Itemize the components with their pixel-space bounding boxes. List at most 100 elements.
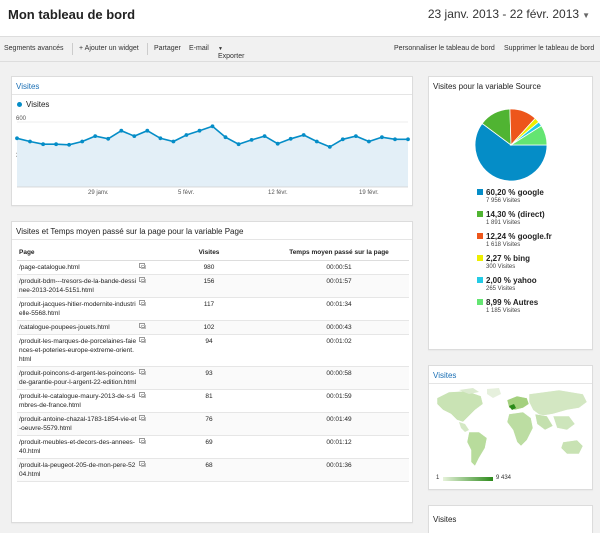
data-point[interactable]	[301, 133, 306, 137]
source-percent-label: 60,20 % google	[486, 188, 544, 197]
page-link[interactable]: /catalogue-poupees-jouets.html	[19, 323, 110, 331]
pie-slice-google[interactable]	[474, 122, 548, 182]
page-link[interactable]: /produit-jacques-hitier-modernite-indust…	[19, 300, 136, 317]
widget-title[interactable]: Visites	[16, 82, 40, 91]
table-row[interactable]: /produit-les-marques-de-porcelaines-faie…	[17, 334, 409, 367]
data-point[interactable]	[158, 136, 163, 141]
data-point[interactable]	[275, 141, 280, 146]
page-cell: /produit-jacques-hitier-modernite-indust…	[17, 297, 149, 321]
data-point[interactable]	[119, 128, 124, 133]
data-point[interactable]	[262, 134, 267, 138]
advanced-segments-button[interactable]: Segments avancés	[4, 45, 64, 52]
table-row[interactable]: /produit-le-catalogue-maury-2013-de-s-ti…	[17, 389, 409, 413]
table-row[interactable]: /produit-la-peugeot-205-de-mon-pere-5204…	[17, 458, 409, 482]
toolbar-divider	[72, 43, 73, 55]
legend-swatch	[477, 277, 483, 283]
table-row[interactable]: /produit-poincons-d-argent-les-poincons-…	[17, 366, 409, 390]
table-row[interactable]: /catalogue-poupees-jouets.html 102 00:00:4…	[17, 320, 409, 335]
external-link-icon[interactable]	[139, 276, 146, 283]
external-link-icon[interactable]	[139, 262, 146, 269]
data-point[interactable]	[236, 142, 241, 147]
external-link-icon[interactable]	[139, 437, 146, 444]
source-percent-label: 12,24 % google.fr	[486, 232, 552, 241]
page-cell: /produit-les-marques-de-porcelaines-faie…	[17, 334, 149, 367]
pie-slice-autres[interactable]	[509, 125, 548, 146]
page-link[interactable]: /page-catalogue.html	[19, 263, 80, 271]
page-link[interactable]: /produit-poincons-d-argent-les-poincons-…	[19, 369, 137, 386]
data-point[interactable]	[54, 142, 58, 147]
data-point[interactable]	[93, 134, 98, 138]
page-link[interactable]: /produit-les-marques-de-porcelaines-faie…	[19, 337, 137, 363]
world-map[interactable]	[429, 386, 592, 476]
add-widget-button[interactable]: + Ajouter un widget	[79, 45, 139, 52]
table-row[interactable]: /produit-meubles-et-decors-des-annees-40…	[17, 435, 409, 459]
data-point[interactable]	[327, 145, 332, 149]
external-link-icon[interactable]	[139, 336, 146, 343]
avg-time-cell: 00:01:49	[269, 412, 409, 436]
data-point[interactable]	[288, 136, 293, 141]
avg-time-cell: 00:01:57	[269, 274, 409, 298]
data-point[interactable]	[171, 139, 176, 144]
series-legend-label: Visites	[26, 100, 50, 109]
data-point[interactable]	[28, 139, 32, 144]
delete-dashboard-button[interactable]: Supprimer le tableau de bord	[504, 45, 595, 52]
data-point[interactable]	[80, 139, 85, 144]
external-link-icon[interactable]	[139, 460, 146, 467]
page-link[interactable]: /produit-bdm---tresors-de-la-bande-dessi…	[19, 277, 137, 294]
share-button[interactable]: Partager	[154, 45, 181, 52]
dashboard-toolbar: Segments avancés + Ajouter un widget Par…	[0, 36, 600, 62]
pages-table-widget: Visites et Temps moyen passé sur la page…	[11, 221, 413, 523]
data-point[interactable]	[223, 135, 228, 140]
table-row[interactable]: /produit-bdm---tresors-de-la-bande-dessi…	[17, 274, 409, 298]
external-link-icon[interactable]	[139, 299, 146, 306]
data-point[interactable]	[15, 136, 19, 141]
page-cell: /produit-la-peugeot-205-de-mon-pere-5204…	[17, 458, 149, 482]
customize-dashboard-button[interactable]: Personnaliser le tableau de bord	[394, 45, 495, 52]
external-link-icon[interactable]	[139, 414, 146, 421]
page-link[interactable]: /produit-antoine-chazal-1783-1854-vie-et…	[19, 415, 137, 432]
table-row[interactable]: /produit-antoine-chazal-1783-1854-vie-et…	[17, 412, 409, 436]
data-point[interactable]	[380, 135, 384, 140]
widget-divider	[12, 94, 412, 95]
external-link-icon[interactable]	[139, 391, 146, 398]
external-link-icon[interactable]	[139, 322, 146, 329]
data-point[interactable]	[367, 139, 371, 144]
source-percent-label: 8,99 % Autres	[486, 298, 539, 307]
data-point[interactable]	[132, 134, 137, 138]
data-point[interactable]	[197, 128, 202, 133]
source-visits-count: 7 956 Visites	[486, 198, 521, 204]
data-point[interactable]	[249, 138, 254, 142]
page-cell: /produit-bdm---tresors-de-la-bande-dessi…	[17, 274, 149, 298]
external-link-icon[interactable]	[139, 368, 146, 375]
data-point[interactable]	[406, 137, 410, 142]
table-row[interactable]: /produit-jacques-hitier-modernite-indust…	[17, 297, 409, 321]
source-percent-label: 2,00 % yahoo	[486, 276, 537, 285]
widget-title[interactable]: Visites	[433, 371, 457, 380]
widget-divider	[12, 239, 412, 240]
data-point[interactable]	[67, 142, 71, 147]
page-link[interactable]: /produit-la-peugeot-205-de-mon-pere-5204…	[19, 461, 136, 478]
data-point[interactable]	[340, 137, 345, 142]
avg-time-cell: 00:00:58	[269, 366, 409, 390]
pages-table: Page Visites Temps moyen passé sur la pa…	[17, 246, 409, 482]
export-button[interactable]: Exporter ▼	[218, 45, 244, 60]
page-link[interactable]: /produit-meubles-et-decors-des-annees-40…	[19, 438, 135, 455]
data-point[interactable]	[393, 137, 397, 142]
email-button[interactable]: E-mail	[189, 45, 209, 52]
data-point[interactable]	[314, 139, 319, 144]
data-point[interactable]	[145, 128, 150, 133]
data-point[interactable]	[41, 142, 45, 147]
page-link[interactable]: /produit-le-catalogue-maury-2013-de-s-ti…	[19, 392, 136, 409]
data-point[interactable]	[210, 124, 215, 129]
visits-cell: 156	[149, 274, 269, 298]
column-header-page: Page	[17, 246, 149, 261]
data-point[interactable]	[106, 136, 111, 141]
data-point[interactable]	[184, 133, 189, 137]
column-header-visits: Visites	[149, 246, 269, 261]
date-range-picker[interactable]: 23 janv. 2013 - 22 févr. 2013 ▼	[428, 7, 590, 21]
x-tick-label: 12 févr.	[268, 190, 288, 196]
chevron-down-icon: ▼	[218, 46, 223, 52]
source-pie-chart	[474, 108, 548, 182]
table-row[interactable]: /page-catalogue.html 980 00:00:51	[17, 260, 409, 275]
data-point[interactable]	[354, 134, 358, 138]
